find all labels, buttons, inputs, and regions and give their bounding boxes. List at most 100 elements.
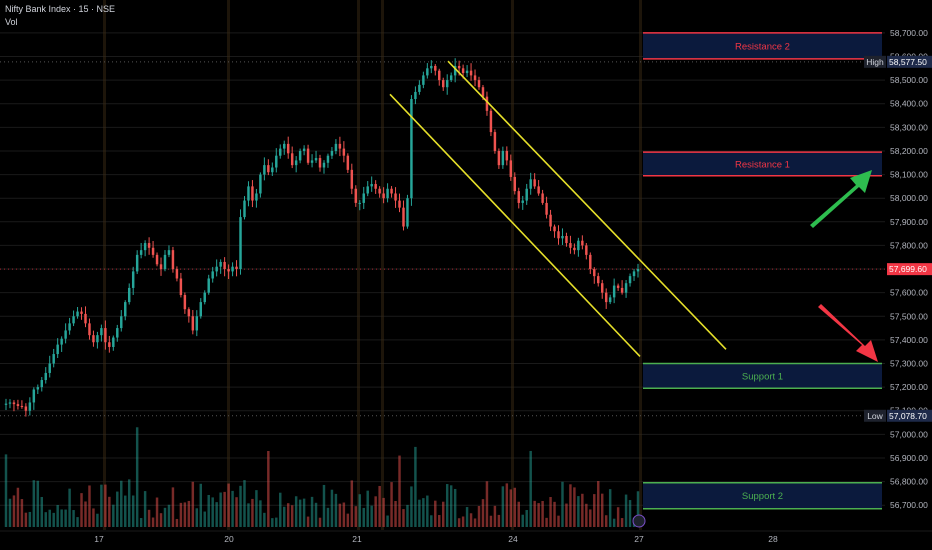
candle-body (151, 247, 155, 255)
candle-body (338, 143, 342, 149)
candle-body (286, 143, 290, 154)
volume-bar (314, 502, 318, 527)
volume-bar (481, 499, 485, 527)
candle-body (585, 245, 588, 255)
volume-bar (171, 487, 175, 527)
volume-bar (227, 483, 230, 527)
candle-body (215, 266, 218, 272)
symbol-header[interactable]: Nifty Bank Index · 15 · NSE (5, 4, 116, 14)
candle-body (593, 269, 596, 277)
volume-bar (628, 500, 632, 527)
session-separator (103, 0, 106, 530)
volume-bar (549, 497, 552, 527)
x-tick-label: 28 (768, 534, 778, 544)
volume-bar (461, 516, 465, 527)
volume-bar (48, 509, 51, 527)
volume-bar (501, 486, 505, 527)
candle-body (628, 276, 632, 284)
volume-bar (573, 487, 576, 527)
candle-body (434, 65, 437, 71)
volume-bar (342, 502, 346, 527)
volume-bar (350, 480, 354, 527)
candle-body (100, 328, 103, 336)
volume-bar (271, 518, 274, 527)
candle-body (632, 271, 636, 277)
candle-body (469, 70, 473, 76)
volume-bar (322, 484, 326, 527)
candle-body (636, 269, 640, 272)
candle-body (354, 188, 358, 203)
candle-body (199, 302, 202, 317)
volume-bar (378, 485, 381, 527)
candle-body (589, 254, 592, 270)
y-tick-label: 56,700.00 (890, 500, 928, 510)
marker-tag-value-box (887, 409, 932, 422)
candle-body (517, 191, 520, 203)
last-price-tag (887, 263, 932, 276)
candle-body (36, 387, 40, 390)
candle-body (68, 323, 71, 331)
candle-body (362, 193, 365, 203)
candle-body (28, 402, 32, 411)
y-tick-label: 58,000.00 (890, 193, 928, 203)
candle-body (112, 337, 115, 347)
zone-box (643, 363, 882, 389)
volume-bar (104, 484, 107, 527)
volume-bar (370, 505, 373, 527)
candle-body (143, 243, 147, 251)
volume-bar (354, 506, 358, 527)
candle-body (505, 150, 509, 161)
x-tick-label: 20 (224, 534, 234, 544)
candle-body (60, 338, 63, 345)
volume-bar (430, 515, 433, 527)
candle-body (358, 202, 361, 204)
candle-body (600, 283, 604, 293)
candle-body (171, 250, 175, 270)
candle-body (195, 316, 199, 331)
candle-body (159, 264, 163, 270)
volume-bar (569, 484, 572, 527)
candle-body (267, 165, 270, 173)
volume-bar (215, 502, 218, 527)
volume-bar (135, 427, 139, 527)
volume-bar (612, 518, 616, 527)
candle-body (16, 404, 20, 407)
volume-bar (28, 511, 32, 527)
marker-tag-value-box (887, 55, 932, 68)
volume-bar (199, 483, 202, 527)
candle-body (569, 243, 572, 248)
y-tick-label: 57,600.00 (890, 288, 928, 298)
candle-body (330, 150, 334, 156)
volume-bar (616, 507, 620, 527)
channel-lower-line (389, 93, 641, 357)
candle-body (231, 266, 234, 272)
y-tick-label: 58,300.00 (890, 122, 928, 132)
candle-body (32, 389, 36, 403)
zone-box (643, 482, 882, 509)
volume-bar (108, 496, 111, 527)
candle-body (259, 174, 262, 194)
candle-body (565, 235, 568, 244)
candle-body (481, 87, 485, 97)
volume-bar (286, 503, 290, 527)
candle-body (271, 167, 274, 173)
candle-body (203, 292, 206, 303)
volume-bar (203, 511, 206, 527)
candle-body (88, 323, 91, 336)
candle-body (549, 214, 552, 227)
candle-body (314, 158, 318, 161)
y-tick-label: 57,200.00 (890, 382, 928, 392)
candle-body (545, 202, 548, 215)
candle-body (513, 176, 517, 192)
candle-body (366, 186, 369, 194)
volume-bar (497, 514, 501, 527)
volume-bar (473, 518, 477, 527)
candle-body (310, 160, 314, 163)
candle-body (350, 169, 354, 189)
volume-bar (525, 510, 528, 527)
candle-body (374, 184, 377, 189)
candle-body (624, 283, 628, 293)
candle-body (612, 285, 616, 298)
volume-indicator-label[interactable]: Vol (5, 17, 18, 27)
